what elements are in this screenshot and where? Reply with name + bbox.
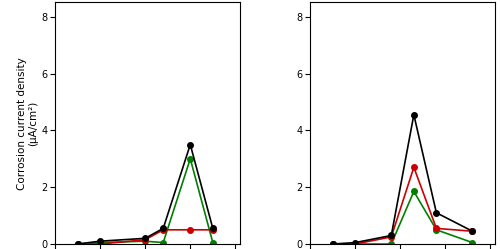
Microcell bbox=[188, 228, 194, 231]
Macrocell bbox=[411, 190, 417, 193]
Microcell bbox=[330, 243, 336, 246]
Total bbox=[160, 227, 166, 230]
Line: Total: Total bbox=[330, 112, 475, 247]
Macrocell bbox=[330, 243, 336, 246]
Microcell bbox=[210, 228, 216, 231]
Macrocell bbox=[434, 228, 440, 231]
Macrocell bbox=[74, 243, 80, 246]
Line: Microcell: Microcell bbox=[330, 165, 475, 247]
Total bbox=[97, 240, 103, 243]
Microcell bbox=[352, 243, 358, 246]
Total bbox=[142, 237, 148, 240]
Line: Macrocell: Macrocell bbox=[330, 189, 475, 247]
Total bbox=[411, 113, 417, 116]
Total bbox=[388, 234, 394, 237]
Total bbox=[188, 143, 194, 146]
Macrocell bbox=[160, 241, 166, 244]
Microcell bbox=[142, 238, 148, 241]
Line: Total: Total bbox=[75, 142, 216, 247]
Macrocell bbox=[142, 240, 148, 243]
Macrocell bbox=[352, 243, 358, 246]
Total bbox=[434, 211, 440, 214]
Microcell bbox=[434, 227, 440, 230]
Total bbox=[210, 227, 216, 230]
Macrocell bbox=[470, 241, 476, 244]
Macrocell bbox=[388, 243, 394, 246]
Total bbox=[352, 241, 358, 244]
Macrocell bbox=[210, 241, 216, 244]
Line: Macrocell: Macrocell bbox=[75, 156, 216, 247]
Total bbox=[470, 230, 476, 233]
Total bbox=[330, 243, 336, 246]
Microcell bbox=[74, 243, 80, 246]
Microcell bbox=[411, 166, 417, 169]
Macrocell bbox=[188, 157, 194, 160]
Microcell bbox=[470, 230, 476, 233]
Microcell bbox=[97, 243, 103, 246]
Microcell bbox=[388, 235, 394, 238]
Total bbox=[74, 243, 80, 246]
Macrocell bbox=[97, 241, 103, 244]
Y-axis label: Corrosion current density
(μA/cm²): Corrosion current density (μA/cm²) bbox=[16, 57, 38, 190]
Line: Microcell: Microcell bbox=[75, 227, 216, 247]
Microcell bbox=[160, 228, 166, 231]
